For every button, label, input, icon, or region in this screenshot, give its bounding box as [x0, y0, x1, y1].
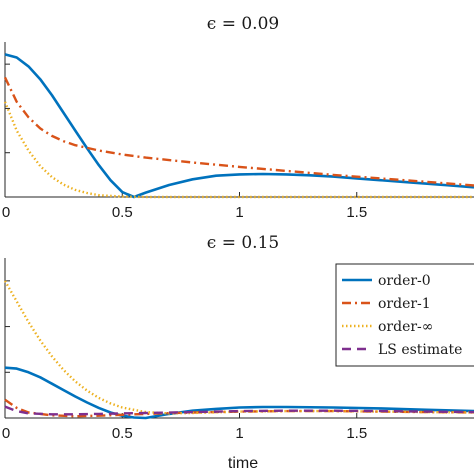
bottom-series-ls-estimate: [4, 405, 474, 416]
bottom-xtick-label-0: 0: [2, 425, 10, 442]
top-chart-panel: ϵ = 0.09 0 0.5 1 1.5: [2, 14, 474, 221]
bottom-chart-panel: ϵ = 0.15 time 0 0.5 1 1.5order-0order-1orde…: [2, 233, 474, 472]
top-xtick-label-0: 0: [2, 204, 10, 221]
bottom-series-order-0: [4, 366, 474, 420]
legend-label-2: order-∞: [378, 319, 433, 335]
top-series-order-0: [4, 53, 474, 199]
top-series-order-1: [3, 76, 474, 187]
legend-label-3: LS estimate: [378, 342, 462, 358]
top-xtick-label-1: 0.5: [112, 204, 133, 221]
legend-label-0: order-0: [378, 273, 431, 289]
bottom-xtick-label-3: 1.5: [346, 425, 367, 442]
top-series-order-: [3, 101, 474, 199]
legend-label-1: order-1: [378, 296, 431, 312]
bottom-xtick-label-1: 0.5: [112, 425, 133, 442]
top-chart-title: ϵ = 0.09: [207, 14, 279, 34]
legend: order-0 order-1 order-∞ LS estimate: [335, 263, 474, 367]
bottom-xtick-label-2: 1: [235, 425, 243, 442]
top-xtick-label-2: 1: [235, 204, 243, 221]
bottom-chart-xlabel: time: [228, 455, 258, 472]
top-xtick-label-3: 1.5: [346, 204, 367, 221]
bottom-chart-title: ϵ = 0.15: [207, 233, 279, 253]
